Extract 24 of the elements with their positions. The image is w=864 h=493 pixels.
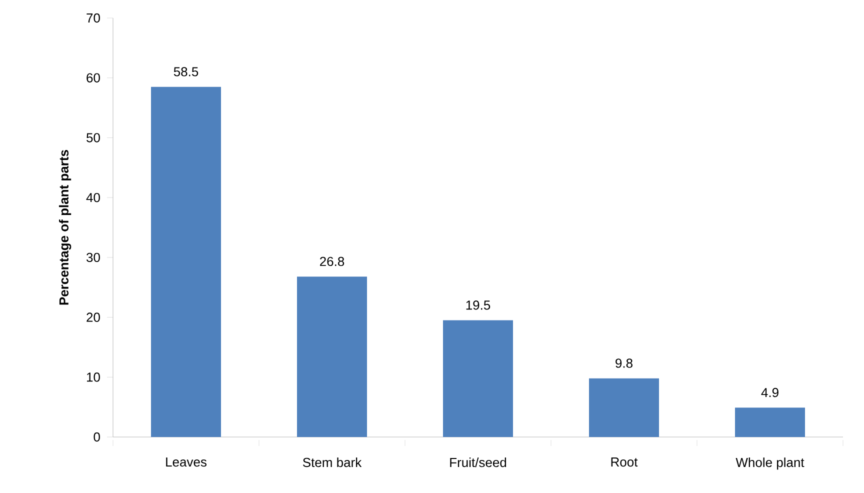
x-tick-label: Root — [611, 458, 638, 467]
bar — [297, 276, 368, 437]
x-tick-label: Fruit/seed — [450, 458, 506, 468]
y-tick-label: 70 — [86, 13, 100, 23]
data-label: 19.5 — [466, 300, 490, 310]
y-tick-label: 40 — [86, 192, 100, 202]
data-label: 9.8 — [616, 358, 632, 368]
data-label: 58.5 — [174, 67, 198, 76]
y-axis-title: Percentage of plant parts — [58, 150, 72, 305]
y-tick-label: 60 — [86, 73, 100, 82]
x-tick-label: Stem bark — [302, 458, 362, 468]
y-tick-label: 10 — [86, 372, 100, 382]
bar — [443, 320, 514, 437]
bar — [589, 378, 660, 437]
data-label: 4.9 — [761, 388, 778, 398]
x-tick-label: Leaves — [166, 458, 206, 467]
x-tick-label: Whole plant — [736, 458, 804, 470]
y-tick-label: 50 — [86, 133, 100, 142]
y-tick-label: 20 — [86, 312, 100, 322]
bar — [735, 408, 806, 437]
y-tick-label: 30 — [86, 252, 100, 262]
data-label: 26.8 — [320, 256, 344, 266]
y-tick-label: 0 — [94, 432, 100, 442]
bar — [151, 86, 222, 437]
